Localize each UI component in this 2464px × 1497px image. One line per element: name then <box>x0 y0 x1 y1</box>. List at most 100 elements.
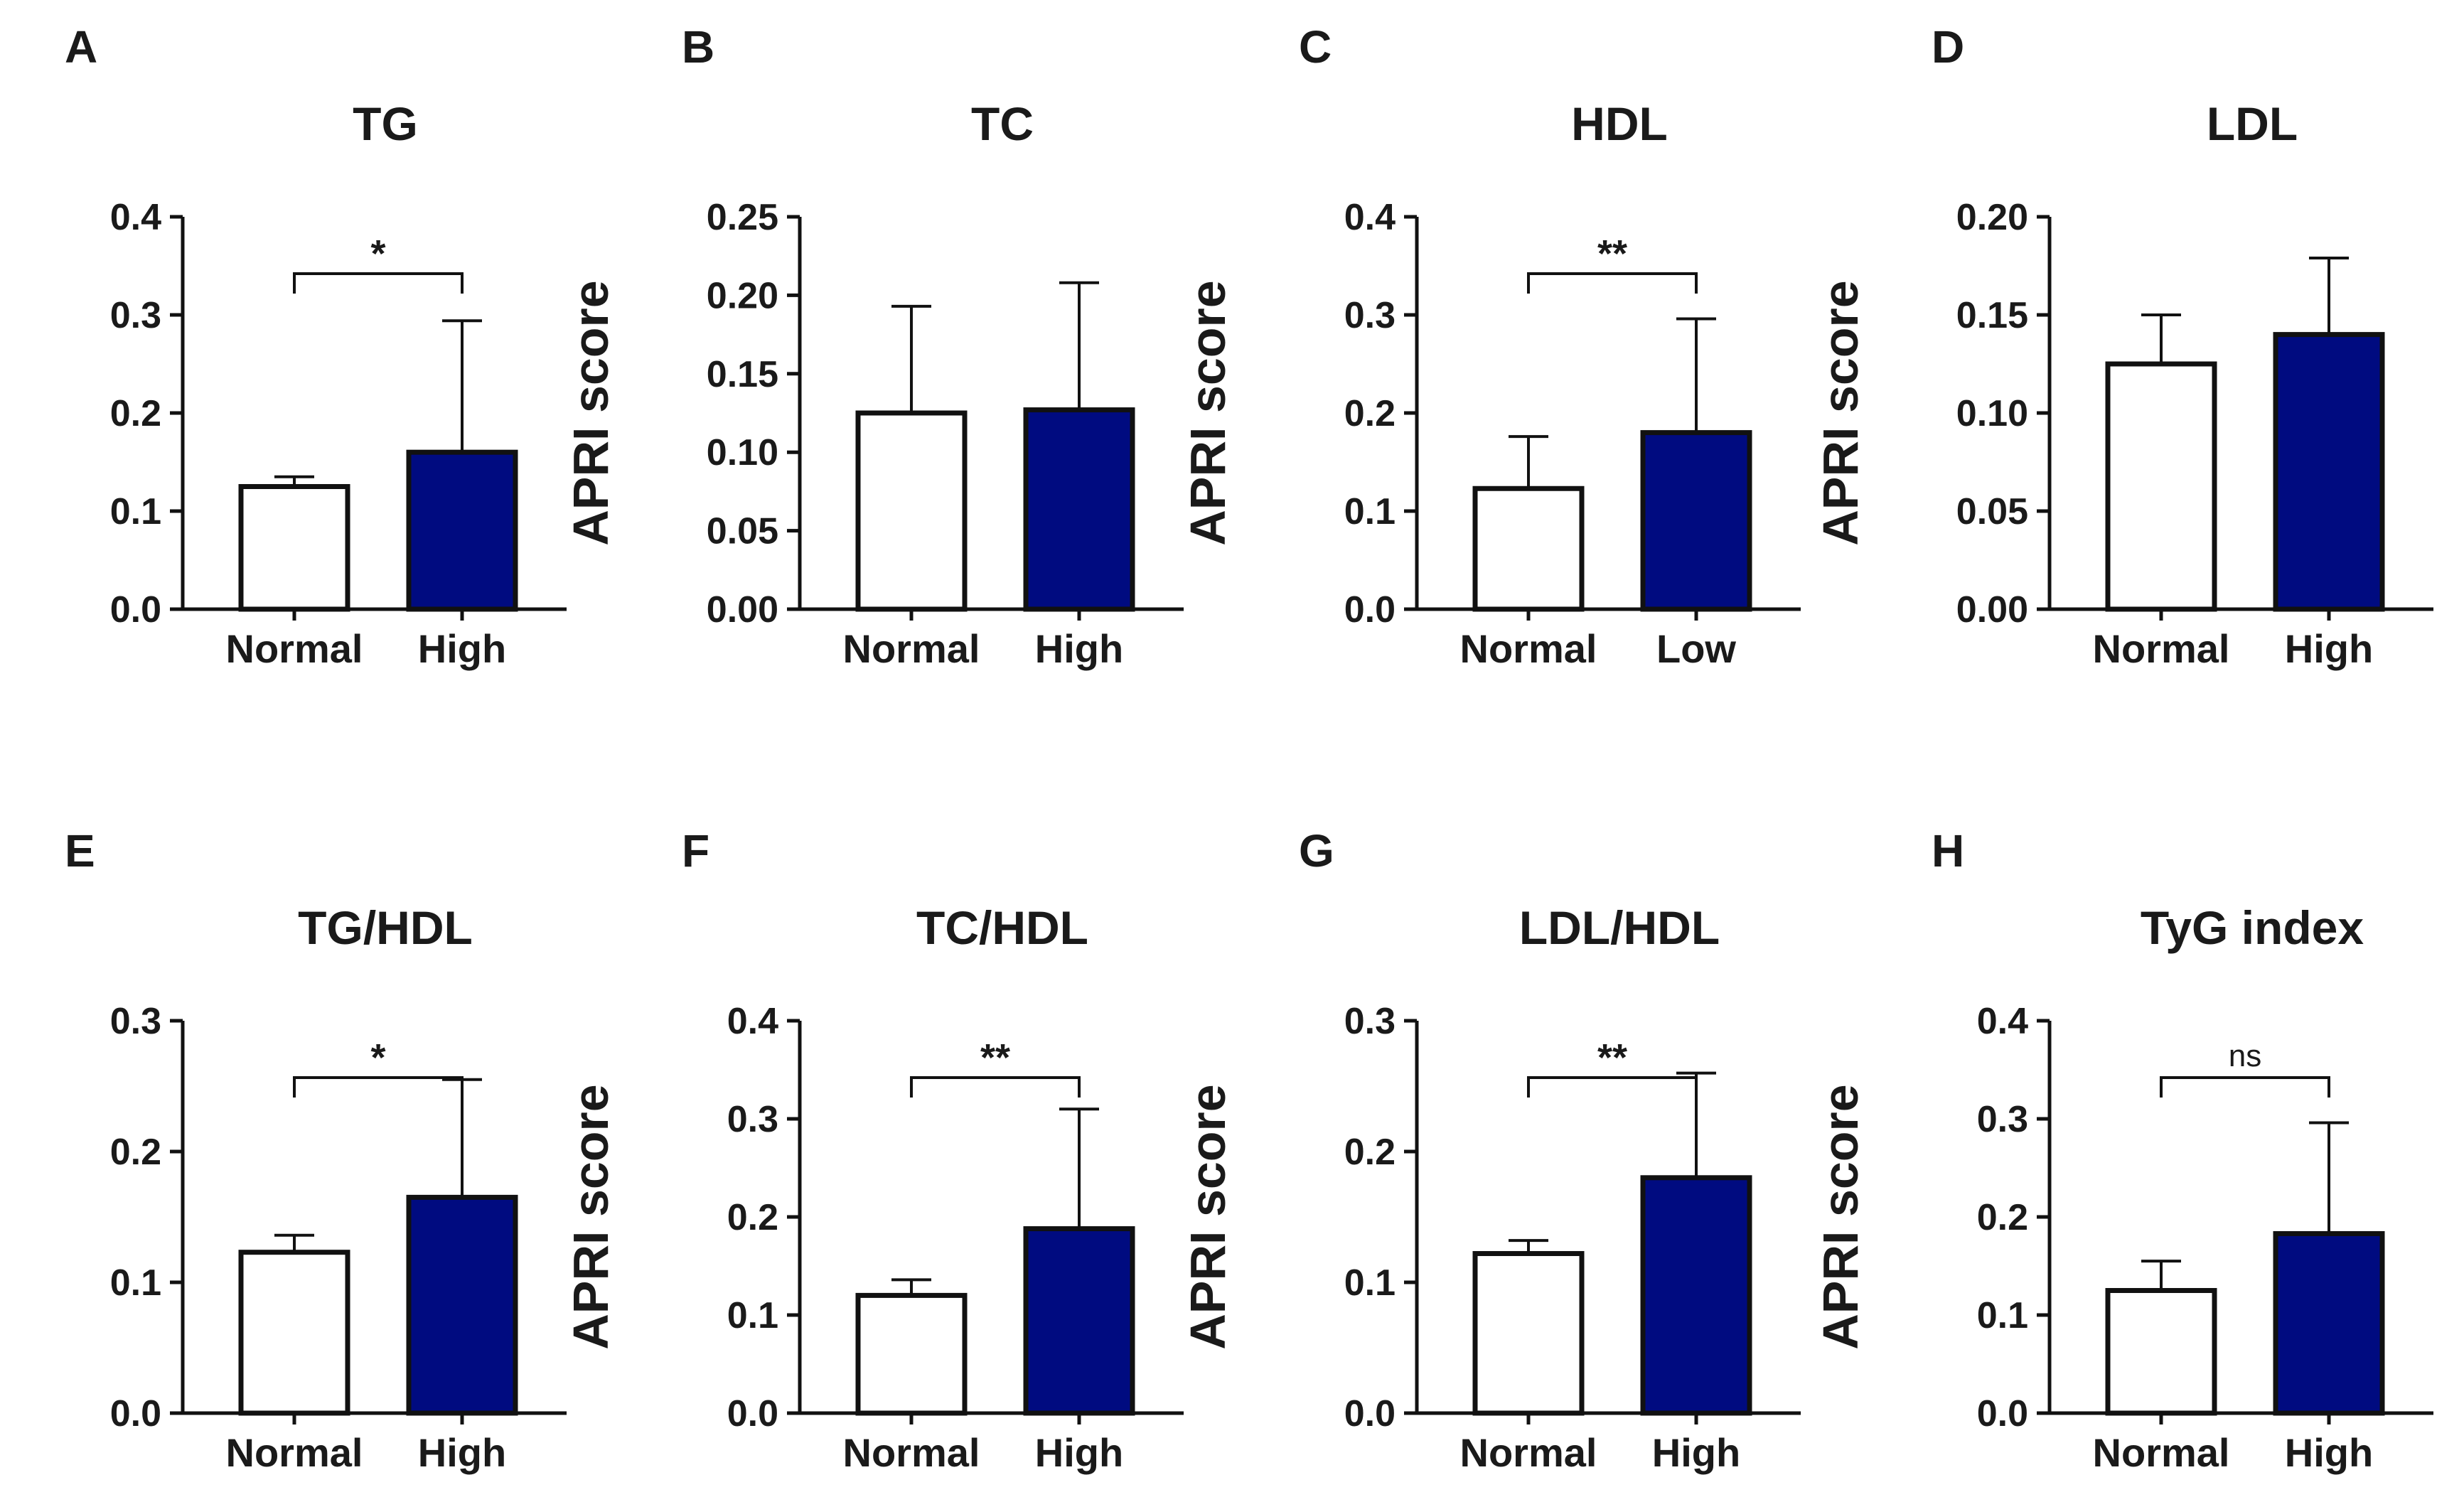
x-category-label: Normal <box>226 1430 363 1475</box>
bar-normal <box>855 410 968 612</box>
y-axis-label: APRI score <box>0 280 1 545</box>
chart-panel-g: G LDL/HDL APRI score 0.0 0.1 0.2 0.3 Normal High… <box>1180 825 1801 1475</box>
bar-normal <box>1472 1251 1585 1416</box>
y-axis-label: APRI score <box>0 1084 1 1349</box>
x-category-label: Normal <box>1460 626 1597 671</box>
y-tick-label: 0.15 <box>1956 295 2028 336</box>
y-tick-label: 0.00 <box>1956 589 2028 631</box>
x-category-label: High <box>2285 626 2373 671</box>
chart-panel-c: C HDL APRI score 0.0 0.1 0.2 0.3 0.4 Normal Low ** <box>1180 21 1801 671</box>
x-category-label: High <box>418 1430 506 1475</box>
y-tick-label: 0.2 <box>727 1197 778 1238</box>
significance-bracket <box>1527 272 1698 294</box>
panel-letter: F <box>682 825 709 876</box>
y-tick-label: 0.3 <box>1344 1001 1396 1042</box>
x-category-label: Normal <box>2093 626 2230 671</box>
y-tick-label: 0.3 <box>1344 295 1396 336</box>
chart-panel-a: A TG APRI score 0.0 0.1 0.2 0.3 0.4 Normal High * <box>0 21 567 671</box>
x-category-label: Normal <box>843 626 980 671</box>
bar-normal <box>1472 485 1585 612</box>
chart-panel-d: D LDL APRI score 0.00 0.05 0.10 0.15 0.20 Normal… <box>1813 21 2433 671</box>
y-axis-label: APRI score <box>1813 280 1868 545</box>
y-tick-label: 0.3 <box>110 1001 161 1042</box>
y-tick-label: 0.2 <box>1344 1132 1396 1173</box>
y-tick-label: 0.10 <box>1956 393 2028 434</box>
x-category-label: High <box>1035 626 1123 671</box>
x-category-label: High <box>2285 1430 2373 1475</box>
bar-normal <box>238 1250 350 1416</box>
bar-normal <box>2105 361 2217 612</box>
bar-high <box>406 449 518 612</box>
y-tick-label: 0.3 <box>727 1099 778 1140</box>
y-tick-label: 0.0 <box>1344 1393 1396 1434</box>
panel-title: TC <box>971 97 1034 150</box>
y-tick-label: 0.0 <box>1977 1393 2028 1434</box>
panel-title: LDL/HDL <box>1519 901 1720 954</box>
chart-panel-b: B TC APRI score 0.00 0.05 0.10 0.15 0.20 0.25 Nor… <box>563 21 1184 671</box>
bar-low <box>1640 430 1752 612</box>
x-category-label: Normal <box>843 1430 980 1475</box>
y-tick-label: 0.0 <box>1344 589 1396 631</box>
significance-label: * <box>370 232 385 275</box>
significance-label: ** <box>980 1036 1010 1079</box>
chart-panel-h: H TyG index APRI score 0.0 0.1 0.2 0.3 0.4 Norma… <box>1813 825 2433 1475</box>
y-tick-label: 0.3 <box>110 295 161 336</box>
significance-label: ns <box>2229 1039 2261 1073</box>
panel-title: TyG index <box>2141 901 2364 954</box>
x-category-label: High <box>1652 1430 1740 1475</box>
y-axis-label: APRI score <box>1180 1084 1236 1349</box>
x-category-label: High <box>1035 1430 1123 1475</box>
panel-letter: G <box>1299 825 1334 876</box>
significance-bracket <box>293 272 464 294</box>
y-tick-label: 0.1 <box>1344 491 1396 532</box>
y-tick-label: 0.3 <box>1977 1099 2028 1140</box>
panel-title: TC/HDL <box>916 901 1088 954</box>
panel-title: LDL <box>2207 97 2298 150</box>
x-category-label: Low <box>1656 626 1736 671</box>
bar-high <box>2273 332 2385 612</box>
y-axis-label: APRI score <box>563 280 618 545</box>
significance-label: ** <box>1597 232 1627 275</box>
panel-letter: E <box>65 825 95 876</box>
panel-letter: B <box>682 21 714 73</box>
chart-panel-e: E TG/HDL APRI score 0.0 0.1 0.2 0.3 Normal High * <box>0 825 567 1475</box>
significance-bracket <box>293 1076 464 1098</box>
significance-bracket <box>910 1076 1081 1098</box>
y-tick-label: 0.20 <box>1956 197 2028 238</box>
panel-title: HDL <box>1571 97 1668 150</box>
y-tick-label: 0.05 <box>1956 491 2028 532</box>
bar-normal <box>238 484 350 612</box>
y-tick-label: 0.2 <box>110 393 161 434</box>
bar-high <box>406 1194 518 1416</box>
x-category-label: Normal <box>1460 1430 1597 1475</box>
y-tick-label: 0.25 <box>707 197 778 238</box>
y-tick-label: 0.10 <box>707 432 778 473</box>
y-tick-label: 0.00 <box>707 589 778 631</box>
y-tick-label: 0.4 <box>727 1001 778 1042</box>
y-tick-label: 0.1 <box>110 1262 161 1304</box>
y-axis-label: APRI score <box>563 1084 618 1349</box>
y-tick-label: 0.4 <box>1977 1001 2028 1042</box>
y-tick-label: 0.2 <box>1977 1197 2028 1238</box>
y-tick-label: 0.2 <box>1344 393 1396 434</box>
panel-title: TG/HDL <box>298 901 473 954</box>
y-tick-label: 0.1 <box>1344 1262 1396 1304</box>
x-category-label: High <box>418 626 506 671</box>
y-axis-label: APRI score <box>1813 1084 1868 1349</box>
y-tick-label: 0.4 <box>110 197 161 238</box>
y-tick-label: 0.1 <box>727 1295 778 1336</box>
y-tick-label: 0.20 <box>707 275 778 316</box>
panel-title: TG <box>353 97 418 150</box>
y-tick-label: 0.0 <box>110 1393 161 1434</box>
y-tick-label: 0.0 <box>110 589 161 631</box>
y-tick-label: 0.2 <box>110 1132 161 1173</box>
y-tick-label: 0.1 <box>110 491 161 532</box>
bar-normal <box>855 1292 968 1416</box>
panel-letter: C <box>1299 21 1332 73</box>
y-tick-label: 0.05 <box>707 511 778 552</box>
y-tick-label: 0.15 <box>707 354 778 395</box>
significance-bracket <box>2160 1076 2330 1098</box>
chart-panel-f: F TC/HDL APRI score 0.0 0.1 0.2 0.3 0.4 Normal Hi… <box>563 825 1184 1475</box>
significance-bracket <box>1527 1076 1698 1098</box>
